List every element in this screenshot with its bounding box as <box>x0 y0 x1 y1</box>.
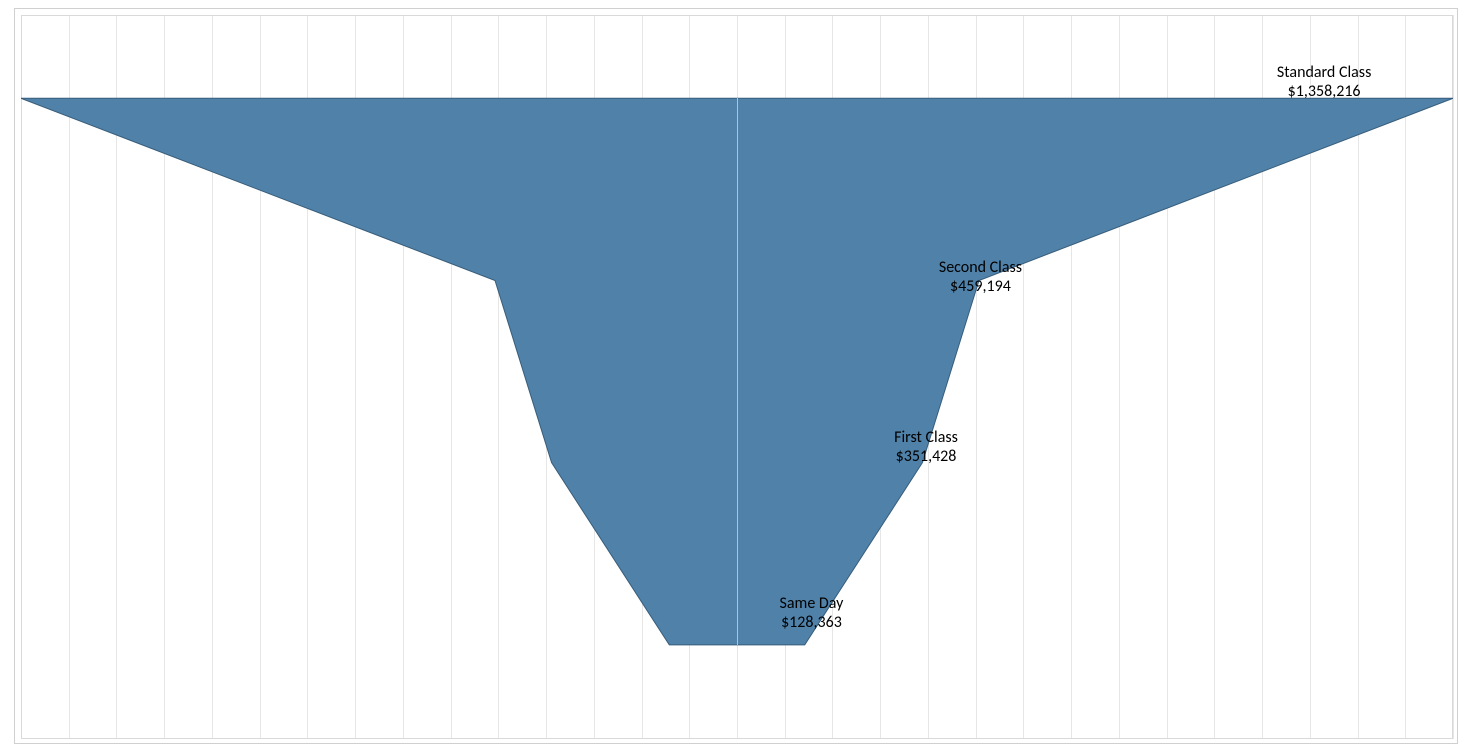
data-label: Same Day$128,363 <box>780 594 844 632</box>
data-label-name: First Class <box>894 428 958 447</box>
data-label: Second Class$459,194 <box>939 258 1022 296</box>
gridline-vertical <box>1453 15 1454 739</box>
funnel-chart-container: Standard Class$1,358,216 Second Class$459… <box>14 8 1458 744</box>
data-label-value: $128,363 <box>780 613 844 632</box>
data-label-name: Second Class <box>939 258 1022 277</box>
data-label-value: $459,194 <box>939 277 1022 296</box>
data-label-name: Standard Class <box>1277 63 1371 82</box>
data-label-value: $1,358,216 <box>1277 82 1371 101</box>
center-axis-line <box>737 98 738 645</box>
plot-area: Standard Class$1,358,216 Second Class$459… <box>21 15 1453 739</box>
data-label: Standard Class$1,358,216 <box>1277 63 1371 101</box>
data-label-name: Same Day <box>780 594 844 613</box>
data-label: First Class$351,428 <box>894 428 958 466</box>
data-label-value: $351,428 <box>894 447 958 466</box>
